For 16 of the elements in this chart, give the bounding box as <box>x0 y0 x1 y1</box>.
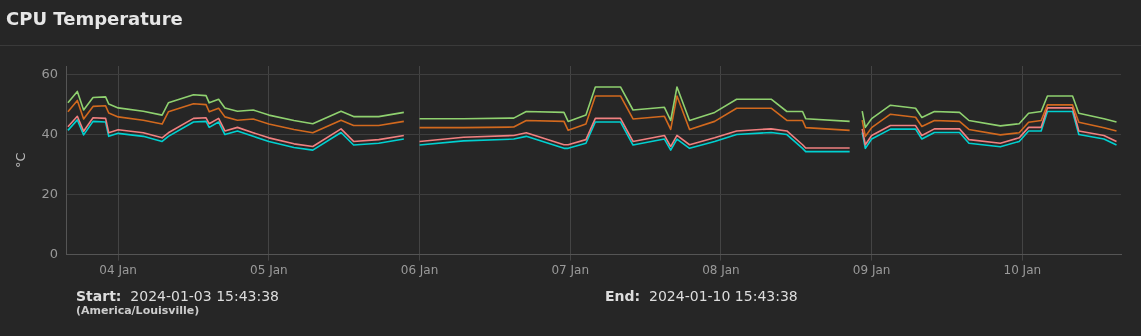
x-tick-label: 05 Jan <box>250 262 288 277</box>
chart-title: CPU Temperature <box>0 0 1141 46</box>
x-tick-label: 09 Jan <box>852 262 891 277</box>
text: (America/Louisville) <box>76 304 201 317</box>
y-axis-title: °C <box>13 152 29 169</box>
text: Start: 2024-01-03 15:43:38 <box>76 288 280 304</box>
x-tick-label: 06 Jan <box>400 262 439 277</box>
text: End: 2024-01-10 15:43:38 <box>605 288 798 304</box>
x-tick-label: 08 Jan <box>702 262 740 277</box>
x-tick-label: 04 Jan <box>99 262 137 277</box>
y-tick-label: 20 <box>41 186 59 202</box>
y-tick-label: 40 <box>41 126 59 142</box>
x-tick-label: 10 Jan <box>1003 262 1042 277</box>
x-tick-label: 07 Jan <box>551 262 590 277</box>
y-tick-label: 60 <box>41 66 59 82</box>
y-tick-label: 0 <box>49 245 59 261</box>
